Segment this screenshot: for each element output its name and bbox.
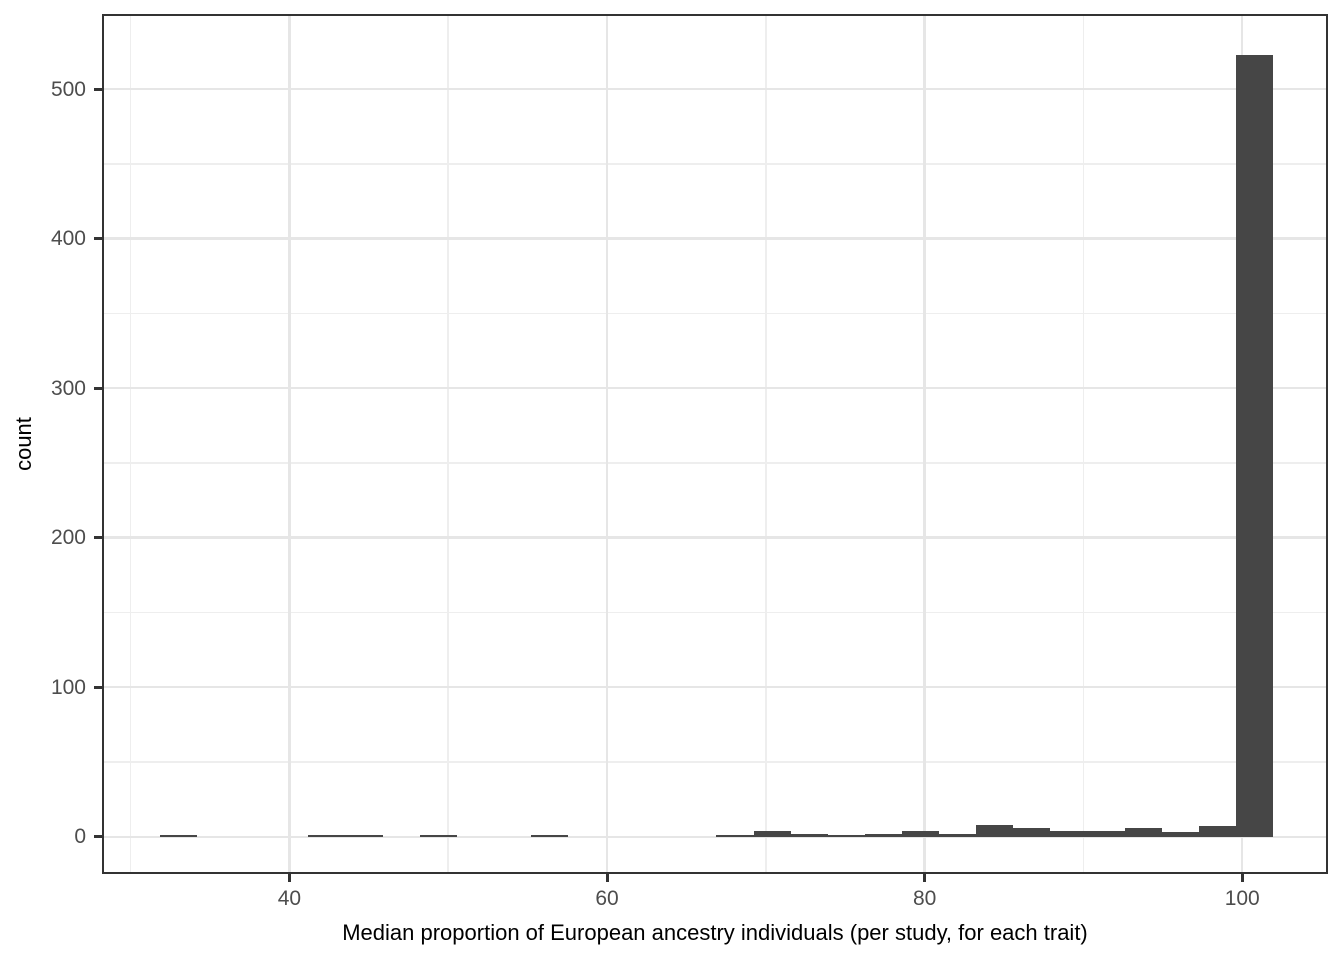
y-tick-mark (94, 536, 102, 540)
y-gridline-minor (102, 312, 1328, 315)
x-gridline-minor (129, 14, 132, 874)
histogram-bar (308, 835, 346, 837)
x-tick-label: 40 (277, 887, 302, 910)
x-tick-mark (287, 874, 291, 882)
plot-panel (102, 14, 1328, 874)
histogram-bar (716, 835, 754, 837)
histogram-bar (1013, 827, 1051, 837)
y-gridline-major (102, 835, 1328, 838)
histogram-bar (1198, 826, 1237, 837)
y-tick-label: 200 (50, 526, 86, 550)
histogram-bar (864, 833, 903, 837)
y-tick-mark (94, 386, 102, 390)
x-tick-label: 80 (912, 887, 937, 910)
y-gridline-minor (102, 462, 1328, 464)
histogram-bar (790, 833, 828, 837)
panel-border (102, 14, 1328, 874)
histogram-bar (1087, 830, 1125, 837)
y-tick-label: 300 (50, 376, 86, 400)
histogram-bar (827, 835, 865, 837)
y-gridline-major (102, 536, 1328, 539)
x-tick-mark (923, 874, 927, 882)
y-tick-label: 400 (50, 227, 86, 251)
histogram-bar (419, 835, 457, 837)
y-gridline-minor (102, 163, 1328, 165)
histogram-bar (345, 835, 383, 837)
x-gridline-minor (1082, 14, 1085, 874)
x-gridline-major (605, 14, 609, 874)
histogram-bar (901, 830, 940, 837)
histogram-bar (1161, 832, 1199, 837)
y-tick-label: 100 (50, 675, 86, 699)
y-tick-mark (94, 237, 102, 241)
histogram-bar (1050, 830, 1088, 837)
x-tick-mark (1240, 874, 1244, 882)
y-tick-label: 500 (50, 77, 86, 101)
x-tick-label: 60 (595, 887, 619, 910)
y-gridline-major (102, 87, 1328, 91)
x-gridline-minor (765, 14, 767, 874)
histogram-bar (1124, 827, 1162, 837)
x-gridline-major (288, 14, 291, 874)
y-gridline-major (102, 386, 1328, 390)
y-tick-mark (94, 87, 102, 91)
histogram-bar (976, 824, 1014, 837)
x-gridline-minor (447, 14, 449, 874)
histogram-bar (159, 835, 197, 837)
y-gridline-minor (102, 761, 1328, 763)
x-axis-title: Median proportion of European ancestry i… (342, 920, 1088, 945)
histogram-bar (753, 830, 791, 837)
y-tick-mark (94, 835, 102, 839)
x-tick-mark (605, 874, 609, 882)
y-gridline-major (102, 237, 1328, 240)
y-axis-title: count (11, 417, 36, 471)
histogram-bar (530, 835, 568, 837)
y-tick-label: 0 (74, 825, 86, 849)
y-tick-mark (94, 685, 102, 689)
x-tick-label: 100 (1224, 887, 1260, 910)
y-gridline-major (102, 685, 1328, 689)
histogram-bar (1235, 54, 1274, 837)
histogram-bar (939, 833, 977, 837)
x-gridline-major (923, 14, 926, 874)
y-gridline-minor (102, 611, 1328, 614)
